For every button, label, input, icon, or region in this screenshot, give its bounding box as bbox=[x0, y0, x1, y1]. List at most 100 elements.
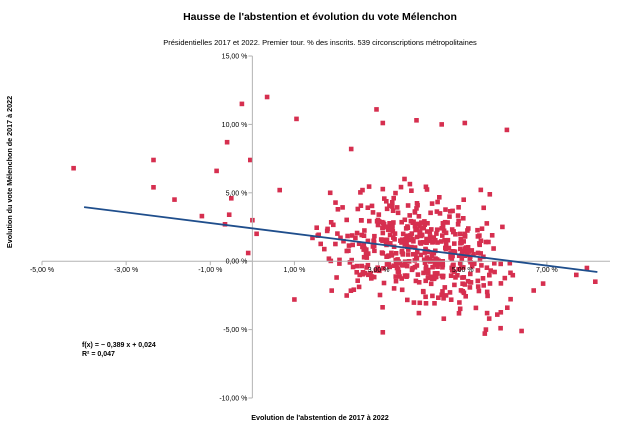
data-point bbox=[328, 220, 334, 225]
data-point bbox=[388, 241, 393, 246]
data-point bbox=[423, 184, 429, 190]
data-point bbox=[440, 233, 445, 238]
data-point bbox=[434, 227, 440, 232]
data-point bbox=[424, 255, 430, 260]
data-point bbox=[406, 247, 411, 252]
data-point bbox=[479, 263, 484, 268]
data-point bbox=[405, 252, 411, 257]
data-point bbox=[414, 256, 419, 261]
data-point bbox=[406, 237, 412, 243]
x-tick-label: -1,00 % bbox=[198, 267, 222, 274]
data-point bbox=[365, 205, 371, 210]
data-point bbox=[172, 197, 177, 202]
data-point bbox=[414, 118, 419, 123]
tick-labels: -5,00 % -3,00 % -1,00 % 1,00 % 3,00 % 5,00 % 7… bbox=[30, 54, 558, 403]
data-point bbox=[355, 278, 360, 283]
data-point bbox=[457, 300, 462, 305]
data-point bbox=[389, 253, 395, 258]
data-point bbox=[417, 231, 422, 236]
data-point bbox=[471, 261, 476, 267]
data-point bbox=[416, 214, 422, 219]
data-point bbox=[245, 250, 251, 256]
data-point bbox=[422, 250, 428, 255]
data-point bbox=[428, 281, 434, 287]
data-point bbox=[385, 227, 391, 233]
data-point bbox=[416, 280, 422, 285]
data-point bbox=[380, 225, 386, 230]
data-point bbox=[361, 247, 366, 252]
data-point bbox=[457, 231, 463, 237]
data-point bbox=[248, 157, 253, 163]
data-point bbox=[441, 316, 447, 321]
data-point bbox=[390, 223, 395, 229]
data-point bbox=[468, 271, 473, 277]
data-point bbox=[429, 201, 435, 206]
data-point bbox=[391, 195, 396, 201]
data-point bbox=[420, 225, 425, 231]
data-point bbox=[409, 188, 414, 193]
data-point bbox=[475, 268, 481, 273]
data-point bbox=[387, 203, 392, 208]
data-point bbox=[414, 201, 420, 206]
data-point bbox=[415, 272, 421, 277]
data-point bbox=[413, 227, 418, 232]
data-point bbox=[422, 219, 427, 224]
data-point bbox=[456, 205, 461, 210]
data-point bbox=[492, 269, 497, 275]
data-point bbox=[421, 257, 427, 262]
data-point bbox=[456, 253, 462, 258]
data-point bbox=[404, 237, 409, 243]
data-point bbox=[380, 305, 385, 310]
data-point bbox=[341, 238, 346, 244]
data-point bbox=[385, 254, 391, 259]
data-point bbox=[427, 229, 433, 235]
data-point bbox=[348, 288, 354, 293]
data-point bbox=[484, 310, 490, 316]
data-point bbox=[411, 300, 417, 305]
data-point bbox=[448, 255, 453, 260]
data-point bbox=[510, 272, 516, 278]
data-point bbox=[425, 275, 431, 281]
data-point bbox=[436, 295, 441, 300]
data-point bbox=[356, 284, 362, 290]
data-point bbox=[498, 325, 503, 331]
data-point bbox=[402, 176, 407, 182]
data-point bbox=[333, 200, 338, 205]
data-point bbox=[355, 206, 361, 212]
data-point bbox=[354, 270, 359, 275]
data-point bbox=[452, 249, 458, 254]
data-point bbox=[393, 190, 398, 196]
data-point bbox=[435, 260, 440, 265]
data-point bbox=[475, 227, 480, 233]
data-point bbox=[384, 199, 389, 204]
data-point bbox=[440, 224, 446, 229]
data-point bbox=[393, 261, 399, 267]
data-point bbox=[461, 265, 466, 270]
data-point bbox=[348, 146, 354, 152]
data-point bbox=[478, 238, 484, 243]
data-point bbox=[447, 214, 452, 219]
data-point bbox=[462, 234, 468, 239]
data-point bbox=[414, 206, 419, 211]
data-point bbox=[422, 222, 427, 227]
data-point bbox=[337, 261, 342, 266]
data-point bbox=[334, 275, 339, 280]
data-point bbox=[393, 251, 399, 256]
data-point bbox=[433, 238, 438, 243]
data-point bbox=[407, 181, 413, 187]
data-point bbox=[507, 260, 513, 266]
data-point bbox=[451, 269, 457, 275]
data-point bbox=[413, 278, 419, 284]
data-point bbox=[486, 316, 492, 321]
x-axis-label: Evolution de l'abstention de 2017 à 2022 bbox=[251, 413, 389, 422]
data-point bbox=[364, 255, 370, 260]
data-point bbox=[456, 266, 461, 272]
data-point bbox=[495, 312, 500, 317]
data-point bbox=[458, 236, 464, 242]
data-point bbox=[435, 264, 440, 269]
data-point bbox=[391, 235, 396, 240]
data-point bbox=[395, 266, 401, 272]
data-point bbox=[431, 235, 437, 240]
data-point bbox=[277, 187, 282, 193]
